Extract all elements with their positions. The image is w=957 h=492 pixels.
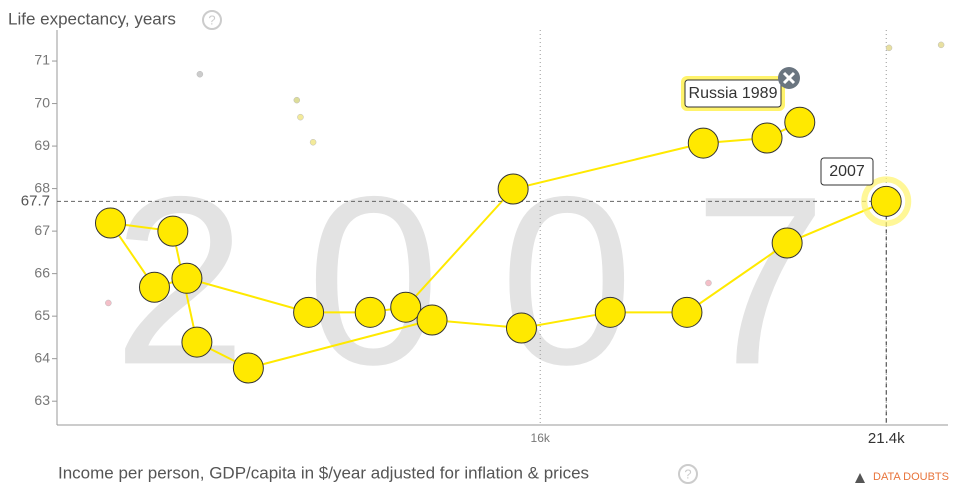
help-icon[interactable] xyxy=(202,10,222,30)
y-tick-label: 70 xyxy=(34,94,50,110)
background-bubble xyxy=(105,299,112,307)
label-box-border xyxy=(684,79,782,108)
label-box xyxy=(681,76,785,111)
background-bubble xyxy=(937,41,945,49)
background-bubble xyxy=(196,70,204,78)
bubble xyxy=(94,207,126,239)
data-doubts[interactable]: DATA DOUBTS xyxy=(873,471,949,483)
bubble xyxy=(293,296,325,328)
y-tick-label: 66 xyxy=(34,264,50,280)
close-cross xyxy=(782,71,796,85)
x-tick-label: 21.4k xyxy=(868,430,905,447)
help-icon[interactable] xyxy=(678,464,698,484)
bubble xyxy=(505,312,537,344)
bubble xyxy=(594,296,626,328)
x-axis-title: Income per person, GDP/capita in $/year … xyxy=(58,463,589,482)
bubble xyxy=(157,215,189,247)
bubble xyxy=(771,227,803,259)
y-tick-label: 67 xyxy=(34,222,50,238)
y-tick-label: 64 xyxy=(34,349,50,365)
bubble xyxy=(138,271,170,303)
bubble xyxy=(687,127,719,159)
y-tick-label: 69 xyxy=(34,137,50,153)
bubble xyxy=(390,291,422,323)
bubble xyxy=(497,173,529,205)
help-icon-mark: ? xyxy=(684,466,691,481)
start-label: Russia 1989 xyxy=(689,85,778,102)
y-tick-label: 68 xyxy=(34,179,50,195)
bubble xyxy=(751,122,783,154)
y-axis-title: Life expectancy, years xyxy=(8,9,176,28)
highlight-glow xyxy=(861,176,912,227)
end-label: 2007 xyxy=(829,163,865,180)
y-tick-label: 65 xyxy=(34,307,50,323)
bubble xyxy=(232,352,264,384)
y-tick-label: 63 xyxy=(34,392,50,408)
background-bubble xyxy=(309,138,317,146)
background-bubble xyxy=(297,113,304,121)
y-tick-label: 71 xyxy=(34,52,50,68)
background-bubble xyxy=(885,44,893,52)
bubble xyxy=(416,304,448,336)
background-bubble xyxy=(293,96,301,104)
help-icon-mark: ? xyxy=(208,12,215,27)
bubble xyxy=(671,296,703,328)
x-tick-label: 16k xyxy=(531,431,551,445)
bubble xyxy=(181,326,213,358)
background-bubble xyxy=(705,279,712,287)
bubble xyxy=(171,262,203,294)
bubble xyxy=(354,296,386,328)
end-label-box xyxy=(820,157,874,186)
bubble xyxy=(870,185,902,217)
highlight-y-label: 67.7 xyxy=(21,192,50,209)
warning-icon xyxy=(855,473,865,483)
bubble xyxy=(784,106,816,138)
